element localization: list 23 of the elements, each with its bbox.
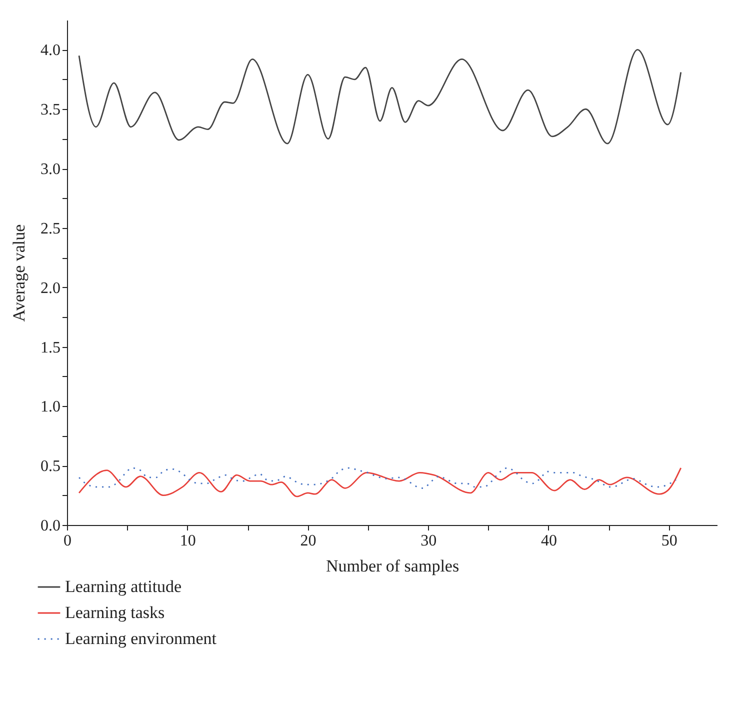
y-tick-label: 0.0 xyxy=(40,518,60,534)
y-tick-label: 2.5 xyxy=(40,220,60,238)
x-tick-label: 20 xyxy=(300,532,316,550)
x-tick-label: 0 xyxy=(64,532,72,550)
x-axis-title: Number of samples xyxy=(326,556,460,576)
x-tick-label: 40 xyxy=(540,532,557,550)
y-axis-title: Average value xyxy=(10,224,28,322)
line-series xyxy=(78,467,682,498)
line-series xyxy=(78,467,677,489)
x-tick-label: 30 xyxy=(420,532,437,550)
y-tick-label: 0.5 xyxy=(40,458,60,476)
y-tick-label: 1.0 xyxy=(40,398,60,416)
x-tick-label: 10 xyxy=(180,532,196,550)
y-tick-label: 1.5 xyxy=(40,339,60,356)
y-tick-label: 3.0 xyxy=(40,161,60,178)
y-tick-label: 3.5 xyxy=(40,102,60,119)
y-tick-label: 4.0 xyxy=(40,42,60,60)
legend-label: Learning attitude xyxy=(65,577,182,596)
x-tick-label: 50 xyxy=(661,532,678,550)
legend-label: Learning tasks xyxy=(65,603,165,622)
legend-label: Learning environment xyxy=(65,629,217,648)
line-series xyxy=(78,49,682,144)
y-tick-label: 2.0 xyxy=(40,280,60,297)
